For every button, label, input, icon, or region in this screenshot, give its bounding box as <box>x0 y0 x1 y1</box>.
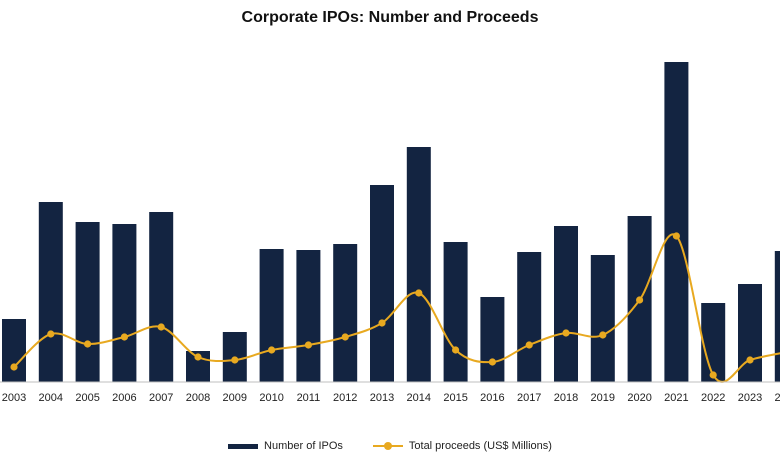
x-tick-label-2020: 2020 <box>627 392 651 404</box>
x-tick-label-2005: 2005 <box>75 392 99 404</box>
legend: Number of IPOs Total proceeds (US$ Milli… <box>0 440 780 452</box>
bar-2021 <box>664 62 689 382</box>
proceeds-point-2021 <box>672 232 681 240</box>
proceeds-point-2012 <box>341 333 349 341</box>
bar-2013 <box>370 185 394 382</box>
bar-2018 <box>554 226 578 382</box>
line-layer <box>10 232 780 383</box>
proceeds-point-2007 <box>157 323 165 331</box>
x-tick-label-2014: 2014 <box>407 392 431 404</box>
proceeds-point-2014 <box>415 289 423 297</box>
bar-2007 <box>149 212 174 382</box>
bar-2012 <box>333 244 358 382</box>
x-tick-label-2024: 2024 <box>775 392 780 404</box>
bars-layer <box>2 62 780 382</box>
bar-2006 <box>112 224 137 382</box>
proceeds-point-2015 <box>452 346 460 354</box>
bar-2005 <box>75 222 100 382</box>
x-tick-label-2013: 2013 <box>370 392 394 404</box>
x-tick-label-2011: 2011 <box>297 392 321 404</box>
x-tick-label-2018: 2018 <box>554 392 578 404</box>
proceeds-point-2009 <box>231 356 239 364</box>
proceeds-point-2013 <box>378 319 386 327</box>
proceeds-point-2005 <box>84 340 92 348</box>
proceeds-point-2016 <box>488 358 496 366</box>
x-tick-label-2003: 2003 <box>2 392 26 404</box>
bar-2017 <box>517 252 542 382</box>
proceeds-point-2019 <box>599 331 607 339</box>
bar-2024 <box>774 251 780 382</box>
proceeds-point-2003 <box>10 363 18 371</box>
x-tick-label-2007: 2007 <box>149 392 173 404</box>
legend-bar-swatch <box>228 443 259 449</box>
x-tick-label-2006: 2006 <box>112 392 136 404</box>
proceeds-point-2004 <box>47 330 55 338</box>
bar-2003 <box>2 319 26 382</box>
legend-item-bars: Number of IPOs <box>228 440 343 452</box>
bar-2014 <box>406 147 431 382</box>
proceeds-point-2023 <box>746 356 754 364</box>
bar-2019 <box>590 255 615 382</box>
legend-label-line: Total proceeds (US$ Millions) <box>408 440 552 452</box>
legend-label-bars: Number of IPOs <box>264 440 343 452</box>
proceeds-point-2020 <box>636 296 644 304</box>
x-tick-label-2021: 2021 <box>664 392 688 404</box>
x-tick-label-2022: 2022 <box>701 392 725 404</box>
bar-2011 <box>296 250 321 382</box>
proceeds-point-2006 <box>120 333 128 341</box>
proceeds-point-2022 <box>709 371 717 379</box>
x-tick-label-2009: 2009 <box>223 392 247 404</box>
proceeds-point-2011 <box>304 341 312 349</box>
tick-labels-layer: 2003 2004 2005 2006 2007 2008 2009 2010 2011 2012… <box>2 392 780 404</box>
x-tick-label-2023: 2023 <box>738 392 762 404</box>
bar-2004 <box>38 202 63 382</box>
x-tick-label-2015: 2015 <box>443 392 467 404</box>
bar-2015 <box>443 242 468 382</box>
proceeds-point-2008 <box>194 353 202 361</box>
x-tick-label-2016: 2016 <box>480 392 504 404</box>
proceeds-point-2010 <box>268 346 276 354</box>
x-tick-label-2004: 2004 <box>39 392 63 404</box>
bar-2022 <box>701 303 726 382</box>
legend-line-swatch <box>372 441 403 451</box>
chart-title: Corporate IPOs: Number and Proceeds <box>241 9 539 26</box>
x-tick-label-2010: 2010 <box>259 392 283 404</box>
proceeds-point-2018 <box>562 329 570 337</box>
legend-item-line: Total proceeds (US$ Millions) <box>372 440 552 452</box>
x-tick-label-2012: 2012 <box>333 392 357 404</box>
proceeds-point-2017 <box>525 341 533 349</box>
x-tick-label-2008: 2008 <box>186 392 210 404</box>
x-tick-label-2019: 2019 <box>591 392 615 404</box>
bar-2016 <box>480 297 505 382</box>
bar-2010 <box>259 249 284 382</box>
x-tick-label-2017: 2017 <box>517 392 541 404</box>
